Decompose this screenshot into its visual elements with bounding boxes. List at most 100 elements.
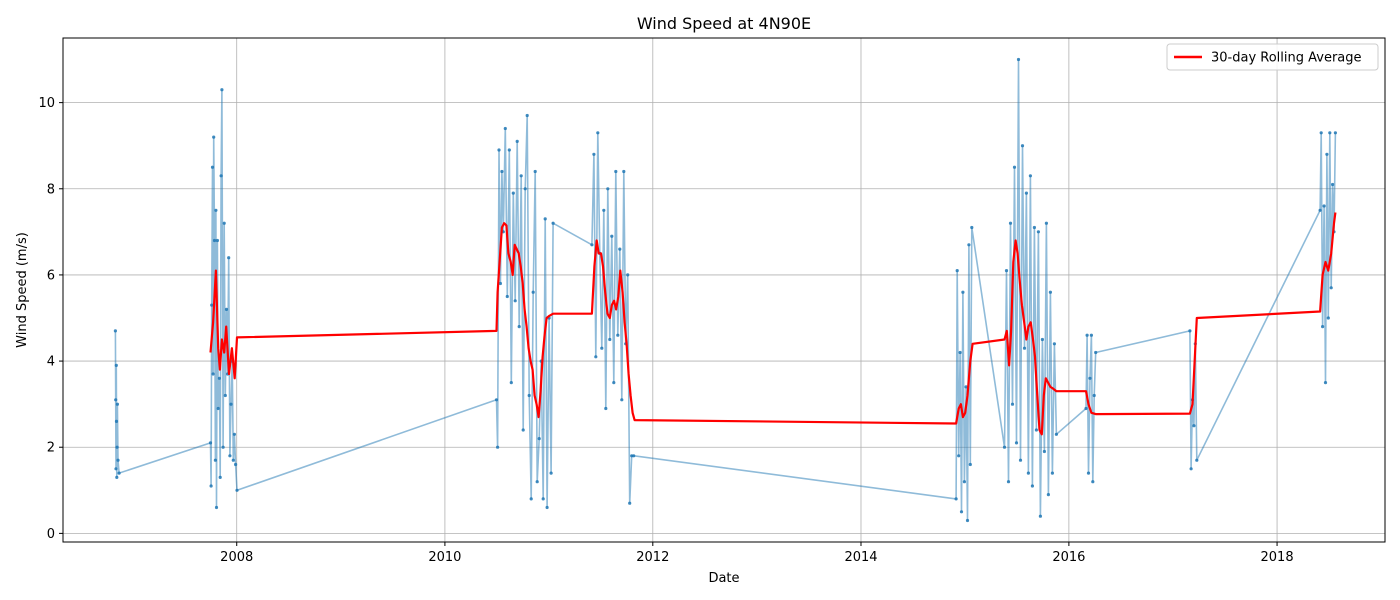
raw-data-point	[967, 243, 971, 247]
raw-data-point	[115, 402, 119, 406]
raw-data-point	[1016, 57, 1021, 62]
raw-data-point	[1054, 432, 1058, 436]
raw-data-point	[955, 269, 959, 273]
raw-data-point	[1030, 484, 1034, 488]
raw-data-point	[592, 152, 596, 156]
raw-data-point	[551, 221, 555, 225]
raw-data-point	[231, 458, 235, 462]
raw-data-point	[1188, 329, 1192, 333]
raw-data-point	[515, 139, 519, 143]
x-tick-label: 2016	[1052, 550, 1085, 565]
raw-data-point	[222, 221, 226, 225]
raw-data-point	[210, 165, 215, 169]
raw-data-point	[1028, 174, 1032, 178]
raw-data-point	[531, 290, 535, 294]
raw-data-point	[228, 454, 232, 458]
raw-data-point	[1084, 406, 1088, 411]
raw-data-point	[1328, 131, 1332, 135]
raw-data-point	[1044, 221, 1048, 225]
raw-data-point	[1333, 131, 1337, 135]
rolling-average-series	[209, 212, 1337, 436]
raw-data-point	[215, 238, 219, 243]
raw-data-point	[1086, 471, 1091, 475]
raw-data-point	[229, 402, 233, 406]
raw-data-point	[114, 398, 118, 402]
x-axis-label: Date	[708, 571, 739, 586]
raw-data-point	[212, 135, 216, 139]
raw-data-point	[513, 299, 517, 303]
raw-data-point	[1189, 467, 1193, 471]
raw-data-point	[1319, 131, 1323, 135]
raw-data-point	[594, 355, 598, 359]
raw-data-point	[1036, 230, 1040, 234]
raw-data-point	[549, 471, 553, 475]
raw-data-point	[494, 398, 499, 402]
chart-title: Wind Speed at 4N90E	[637, 14, 811, 33]
raw-data-point	[1010, 402, 1015, 406]
raw-data-point	[496, 445, 500, 449]
y-tick-label: 0	[47, 527, 55, 542]
raw-data-point	[1085, 333, 1089, 337]
raw-data-point	[529, 497, 533, 501]
raw-data-point	[596, 131, 600, 135]
x-tick-label: 2010	[428, 550, 461, 565]
raw-data-point	[114, 419, 119, 423]
raw-data-point	[114, 363, 118, 367]
raw-data-point	[1024, 191, 1028, 195]
raw-data-point	[527, 393, 531, 398]
raw-data-point	[217, 376, 221, 380]
x-tick-label: 2014	[844, 550, 877, 565]
raw-data-point	[523, 187, 527, 191]
raw-data-point	[525, 113, 529, 118]
raw-data-point	[535, 480, 539, 484]
raw-data-point	[1326, 316, 1330, 320]
raw-data-point	[961, 290, 965, 294]
raw-data-point	[1322, 204, 1326, 208]
raw-data-point	[214, 208, 218, 212]
raw-data-point	[521, 428, 525, 432]
raw-data-point	[1022, 346, 1027, 350]
raw-data-point	[208, 441, 213, 445]
raw-data-point	[220, 88, 224, 92]
raw-data-point	[503, 126, 507, 131]
raw-data-point	[1002, 445, 1007, 449]
raw-data-point	[507, 148, 511, 152]
raw-data-point	[1046, 493, 1050, 497]
raw-data-point	[1020, 144, 1025, 148]
raw-data-point	[517, 325, 521, 329]
raw-data-point	[1042, 449, 1046, 454]
raw-data-point	[1325, 152, 1329, 156]
raw-data-point	[214, 505, 219, 510]
raw-data-point	[223, 393, 227, 398]
raw-data-point	[115, 475, 119, 479]
raw-data-point	[616, 333, 620, 337]
raw-data-point	[212, 238, 217, 243]
rolling-average-line	[209, 212, 1337, 436]
x-tick-label: 2008	[220, 550, 253, 565]
raw-data-point	[626, 273, 630, 277]
raw-data-point	[600, 346, 604, 350]
raw-data-point	[537, 437, 541, 441]
raw-data-point	[1008, 221, 1013, 225]
raw-data-point	[608, 337, 612, 342]
raw-data-point	[541, 497, 545, 501]
raw-data-point	[210, 303, 214, 307]
raw-data-point	[1012, 165, 1017, 169]
raw-data-point	[1050, 471, 1054, 475]
raw-data-point	[1048, 290, 1052, 294]
raw-data-point	[1094, 350, 1098, 355]
raw-data-point	[968, 462, 972, 467]
raw-data-point	[1006, 480, 1011, 484]
raw-data-point	[614, 169, 618, 174]
raw-data-point	[1004, 269, 1009, 273]
raw-data-point	[1089, 333, 1093, 337]
raw-data-point	[604, 406, 608, 411]
raw-data-point	[1329, 286, 1333, 290]
raw-data-point	[964, 385, 968, 389]
raw-data-point	[628, 501, 632, 505]
raw-data-point	[211, 372, 215, 376]
raw-data-point	[1318, 208, 1322, 212]
raw-data-point	[612, 381, 616, 385]
